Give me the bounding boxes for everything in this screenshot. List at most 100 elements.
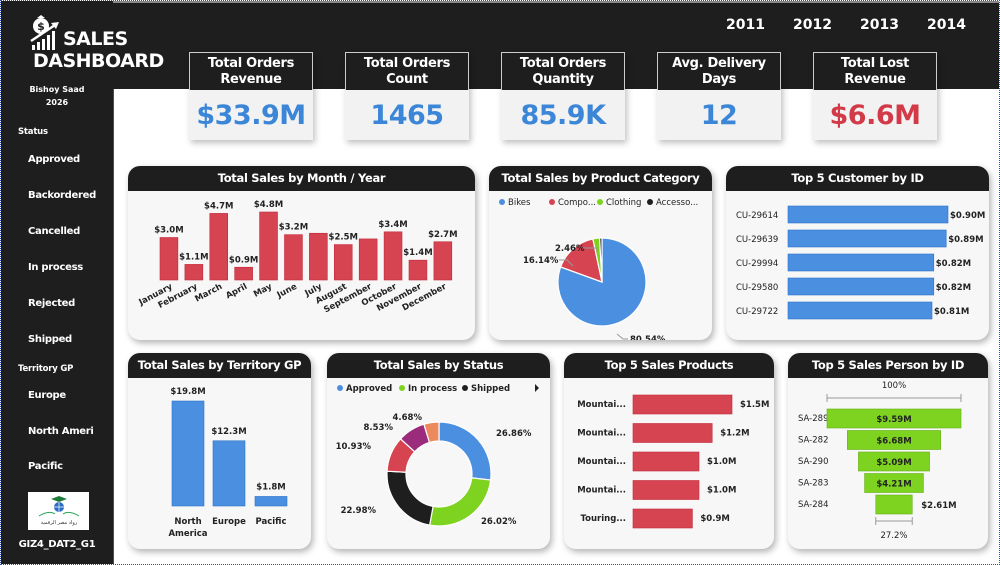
legend-marker: [549, 199, 555, 205]
y-tick-label: Mountai...: [577, 457, 626, 467]
data-label: $0.82M: [936, 283, 971, 293]
data-label: $1.1M: [179, 252, 208, 262]
funnel-bottom-bracket: [875, 517, 913, 525]
data-label: 16.14%: [523, 256, 559, 266]
x-tick-label: April: [224, 282, 249, 302]
kpi-title-line2: Count: [386, 72, 428, 87]
funnel-bar: [858, 451, 930, 472]
legend-label: Shipped: [471, 384, 510, 394]
territory-filter-heading: Territory GP: [18, 364, 74, 374]
funnel-bottom-percent: 27.2%: [880, 531, 907, 541]
data-label: 10.93%: [336, 442, 372, 452]
chart-title: Total Sales by Status: [327, 353, 550, 378]
chart-card-top-customers: Top 5 Customer by ID CU-29614 $0.90M CU-29…: [726, 166, 989, 340]
kpi-card-total-lost-revenue: Total Lost Revenue $6.6M: [813, 52, 937, 140]
legend-marker: [597, 199, 603, 205]
org-logo: رواد مصر الرقمية: [28, 492, 89, 530]
data-label: $4.8M: [254, 200, 283, 210]
territory-filter-europe[interactable]: Europe: [28, 390, 66, 401]
data-label: 2.46%: [555, 244, 585, 254]
legend-next-arrow-icon[interactable]: [535, 384, 539, 392]
legend-marker: [499, 199, 505, 205]
y-tick-label: Mountai...: [577, 486, 626, 496]
bar-july: [309, 232, 328, 281]
app-title-line1: SALES: [63, 28, 128, 50]
app-logo: $ SALES DASHBOARD: [29, 15, 169, 77]
funnel-bar: [826, 408, 962, 429]
bar-product: [632, 394, 733, 415]
kpi-title: Total Orders Count: [345, 52, 469, 90]
funnel-bar: [875, 494, 913, 515]
data-label: $0.9M: [229, 255, 258, 265]
legend-label: In process: [408, 384, 457, 394]
legend-marker: [399, 385, 405, 391]
y-tick-label: CU-29639: [736, 235, 778, 245]
data-label: $1.2M: [720, 429, 749, 439]
app-title-line2: DASHBOARD: [33, 50, 164, 72]
year-filter-2011[interactable]: 2011: [726, 17, 765, 33]
top-bar: [1, 1, 999, 89]
y-tick-label: SA-289: [798, 414, 828, 424]
legend-label: Accesso...: [656, 198, 698, 208]
bar-customer: [787, 205, 949, 224]
x-tick-label-america: America: [168, 529, 207, 539]
bar-territory: [171, 400, 205, 507]
pie-slice-components: [559, 238, 603, 283]
pie-slice-accessories: [598, 237, 603, 283]
data-label: $2.7M: [428, 230, 457, 240]
y-tick-label: Mountai...: [577, 400, 626, 410]
bar-october: [383, 231, 403, 281]
y-tick-label: SA-290: [798, 457, 828, 467]
top-customers-chart: CU-29614 $0.90M CU-29639 $0.89M CU-29994 $0.8…: [736, 205, 985, 320]
data-label: 8.53%: [364, 423, 394, 433]
sales-by-month-chart: $3.0MJanuary$1.1MFebruary$4.7MMarch$0.9M…: [137, 200, 458, 315]
sales-by-category-chart: Bikes Compo... Clothing Accesso... 80.54% 16.…: [499, 198, 698, 340]
top-salespersons-chart: 100% SA-289 $9.59M SA-282 $6.68M SA-290 $5.09M…: [798, 381, 962, 541]
legend-marker: [647, 199, 653, 205]
data-label: $1.8M: [256, 482, 285, 492]
status-filter-shipped[interactable]: Shipped: [28, 334, 72, 345]
chart-title: Top 5 Sales Person by ID: [788, 353, 988, 378]
chart-card-sales-by-territory: Total Sales by Territory GP $19.8M $12.3M…: [128, 353, 311, 549]
status-filter-backordered[interactable]: Backordered: [28, 190, 96, 201]
territory-filter-north-america[interactable]: North Ameri: [28, 426, 94, 437]
funnel-bar: [847, 430, 941, 450]
data-label: $4.21M: [876, 480, 911, 490]
data-label: 26.86%: [496, 429, 532, 439]
territory-filter-pacific[interactable]: Pacific: [28, 461, 63, 472]
status-filter-in-process[interactable]: In process: [28, 262, 83, 273]
legend-label: Compo...: [558, 198, 596, 208]
bar-customer: [787, 253, 935, 272]
x-tick-label: Europe: [212, 517, 246, 527]
data-label: $2.61M: [921, 501, 956, 511]
data-label: 80.54%: [630, 335, 666, 340]
author-year: 2026: [45, 98, 69, 107]
data-label: $12.3M: [211, 427, 246, 437]
legend-label: Approved: [346, 384, 392, 394]
year-filter-2014[interactable]: 2014: [927, 17, 966, 33]
status-filter-cancelled[interactable]: Cancelled: [28, 226, 81, 237]
svg-text:$: $: [37, 20, 45, 33]
data-label: $19.8M: [170, 387, 205, 397]
kpi-card-total-orders-count: Total Orders Count 1465: [345, 52, 469, 140]
kpi-value: $6.6M: [829, 99, 922, 131]
chart-card-sales-by-status: Total Sales by Status Approved In process…: [327, 353, 550, 549]
money-bag-growth-chart-icon: $: [30, 15, 59, 50]
status-filter-rejected[interactable]: Rejected: [28, 298, 75, 309]
bar-customer: [787, 229, 947, 248]
chart-card-sales-by-category: Total Sales by Product Category Bikes Com…: [489, 166, 712, 340]
status-filter-approved[interactable]: Approved: [28, 154, 80, 165]
y-tick-label: CU-29994: [736, 259, 778, 269]
y-tick-label: CU-29614: [736, 211, 778, 221]
kpi-title: Avg. Delivery Days: [657, 52, 781, 90]
data-label: $9.59M: [876, 415, 911, 425]
legend-label: Bikes: [508, 198, 531, 208]
data-label: $2.5M: [329, 233, 358, 243]
donut-slice: [438, 421, 492, 481]
chart-title: Total Sales by Month / Year: [128, 166, 475, 191]
x-tick-label: May: [252, 282, 274, 300]
status-filter-heading: Status: [18, 127, 48, 137]
y-tick-label: SA-283: [798, 479, 828, 489]
year-filter-2012[interactable]: 2012: [793, 17, 832, 33]
year-filter-2013[interactable]: 2013: [860, 17, 899, 33]
